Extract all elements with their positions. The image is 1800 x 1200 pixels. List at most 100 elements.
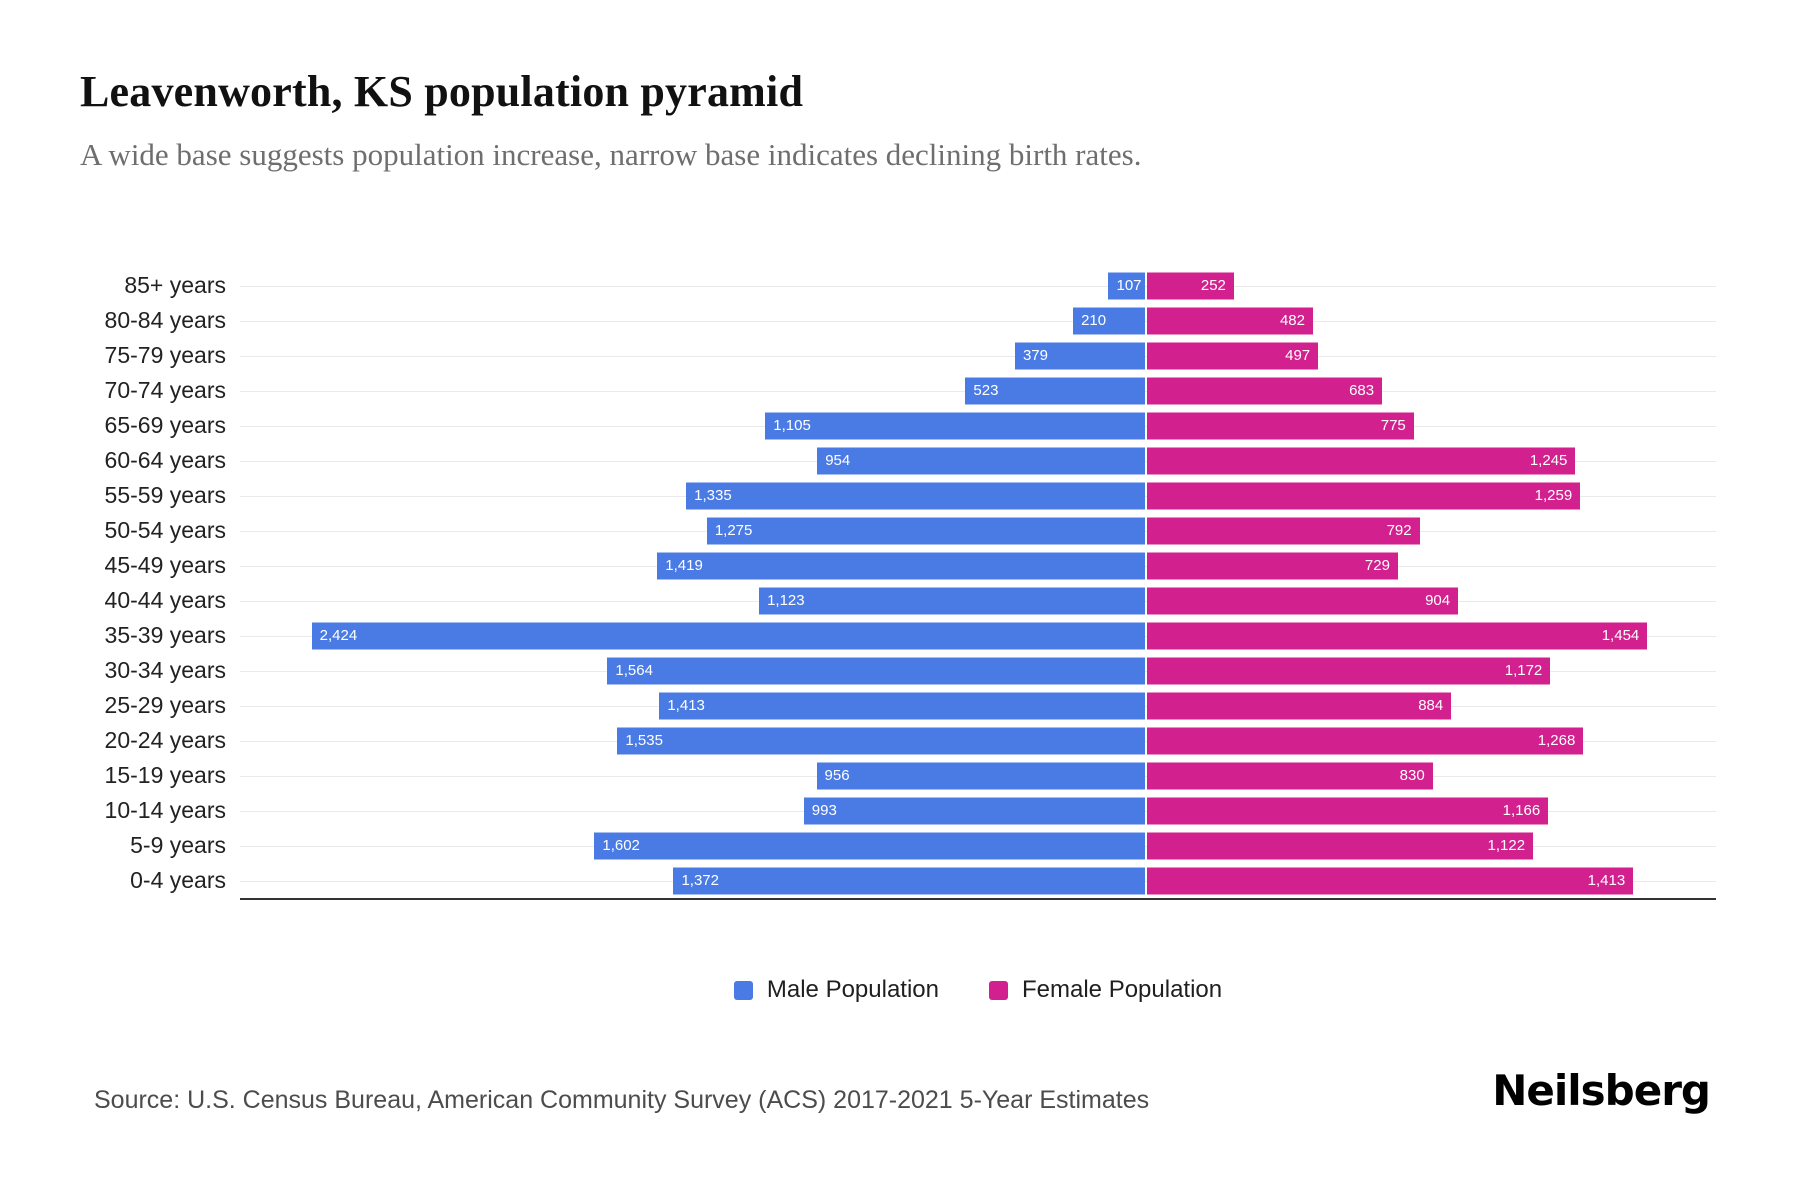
age-group-label: 35-39 years xyxy=(104,622,226,648)
female-bar-value: 1,122 xyxy=(1487,837,1526,854)
pyramid-row: 20-24 years 1,535 1,268 xyxy=(80,723,1716,758)
row-plot: 2,424 1,454 xyxy=(240,618,1716,653)
female-bar: 683 xyxy=(1147,377,1383,404)
age-group-label: 85+ years xyxy=(124,272,226,298)
male-bar-value: 1,602 xyxy=(602,837,640,854)
pyramid-row: 75-79 years 379 497 xyxy=(80,338,1716,373)
chart-page: Leavenworth, KS population pyramid A wid… xyxy=(0,0,1800,1115)
age-group-label: 65-69 years xyxy=(104,412,226,438)
row-plot: 210 482 xyxy=(240,303,1716,338)
pyramid-row: 25-29 years 1,413 884 xyxy=(80,688,1716,723)
female-bar-value: 482 xyxy=(1279,312,1305,329)
pyramid-row: 60-64 years 954 1,245 xyxy=(80,443,1716,478)
pyramid-row: 0-4 years 1,372 1,413 xyxy=(80,863,1716,898)
female-bar: 1,245 xyxy=(1147,447,1576,474)
row-plot: 1,123 904 xyxy=(240,583,1716,618)
female-bar: 830 xyxy=(1147,762,1433,789)
age-group-label: 0-4 years xyxy=(130,867,226,893)
male-bar-value: 523 xyxy=(973,382,999,399)
male-bar: 1,602 xyxy=(594,832,1146,859)
female-bar: 1,122 xyxy=(1147,832,1534,859)
male-bar-value: 1,564 xyxy=(615,662,653,679)
female-bar: 1,454 xyxy=(1147,622,1648,649)
female-bar: 1,413 xyxy=(1147,867,1634,894)
female-bar: 252 xyxy=(1147,272,1234,299)
male-bar-value: 1,535 xyxy=(625,732,663,749)
female-bar-value: 729 xyxy=(1364,557,1390,574)
female-bar-value: 1,245 xyxy=(1529,452,1568,469)
male-bar: 1,372 xyxy=(673,867,1146,894)
age-group-label: 50-54 years xyxy=(104,517,226,543)
chart-legend: Male Population Female Population xyxy=(240,976,1716,1004)
female-bar: 1,172 xyxy=(1147,657,1551,684)
x-axis-line xyxy=(240,898,1716,900)
female-bar-value: 775 xyxy=(1380,417,1406,434)
male-bar-value: 1,123 xyxy=(767,592,805,609)
female-bar-value: 1,268 xyxy=(1537,732,1576,749)
female-bar-value: 1,259 xyxy=(1534,487,1573,504)
female-bar: 1,259 xyxy=(1147,482,1581,509)
age-group-label: 75-79 years xyxy=(104,342,226,368)
legend-item-female: Female Population xyxy=(989,976,1222,1004)
row-plot: 954 1,245 xyxy=(240,443,1716,478)
female-bar-value: 1,413 xyxy=(1587,872,1626,889)
pyramid-row: 45-49 years 1,419 729 xyxy=(80,548,1716,583)
male-bar-value: 993 xyxy=(811,802,837,819)
pyramid-row: 40-44 years 1,123 904 xyxy=(80,583,1716,618)
chart-footer: Source: U.S. Census Bureau, American Com… xyxy=(94,1066,1711,1115)
chart-subtitle: A wide base suggests population increase… xyxy=(80,137,1142,172)
male-bar-value: 954 xyxy=(825,452,851,469)
age-group-label: 20-24 years xyxy=(104,727,226,753)
male-bar-value: 1,105 xyxy=(773,417,811,434)
pyramid-row: 35-39 years 2,424 1,454 xyxy=(80,618,1716,653)
female-bar-value: 1,172 xyxy=(1504,662,1543,679)
age-group-label: 30-34 years xyxy=(104,657,226,683)
female-bar: 792 xyxy=(1147,517,1420,544)
row-plot: 1,602 1,122 xyxy=(240,828,1716,863)
male-bar: 1,564 xyxy=(607,657,1146,684)
gridline xyxy=(240,285,1716,287)
male-bar: 523 xyxy=(965,377,1146,404)
male-bar: 379 xyxy=(1014,342,1146,369)
male-bar-value: 1,335 xyxy=(694,487,732,504)
female-bar-value: 904 xyxy=(1425,592,1451,609)
male-bar-value: 379 xyxy=(1022,347,1048,364)
male-legend-swatch xyxy=(733,980,753,1000)
chart-header: Leavenworth, KS population pyramid A wid… xyxy=(0,0,1800,173)
row-plot: 1,413 884 xyxy=(240,688,1716,723)
female-bar: 1,268 xyxy=(1147,727,1584,754)
pyramid-row: 65-69 years 1,105 775 xyxy=(80,408,1716,443)
male-bar: 1,419 xyxy=(657,552,1146,579)
row-plot: 1,419 729 xyxy=(240,548,1716,583)
female-bar: 1,166 xyxy=(1147,797,1549,824)
row-plot: 956 830 xyxy=(240,758,1716,793)
age-group-label: 80-84 years xyxy=(104,307,226,333)
female-bar-value: 497 xyxy=(1285,347,1311,364)
male-legend-label: Male Population xyxy=(766,976,939,1003)
male-bar-value: 107 xyxy=(1116,277,1142,294)
pyramid-row: 10-14 years 993 1,166 xyxy=(80,793,1716,828)
row-plot: 1,535 1,268 xyxy=(240,723,1716,758)
male-bar-value: 1,413 xyxy=(667,697,705,714)
male-bar: 956 xyxy=(816,762,1146,789)
age-group-label: 55-59 years xyxy=(104,482,226,508)
pyramid-row: 55-59 years 1,335 1,259 xyxy=(80,478,1716,513)
female-bar: 775 xyxy=(1147,412,1414,439)
male-bar: 954 xyxy=(817,447,1146,474)
male-bar: 210 xyxy=(1073,307,1146,334)
male-bar: 1,413 xyxy=(659,692,1146,719)
female-bar-value: 1,454 xyxy=(1601,627,1640,644)
age-group-label: 10-14 years xyxy=(104,797,226,823)
chart-title: Leavenworth, KS population pyramid xyxy=(80,67,804,116)
female-bar-value: 884 xyxy=(1418,697,1444,714)
female-legend-swatch xyxy=(989,980,1008,1000)
row-plot: 379 497 xyxy=(240,338,1716,373)
pyramid-row: 70-74 years 523 683 xyxy=(80,373,1716,408)
female-bar-value: 830 xyxy=(1399,767,1425,784)
male-bar-value: 1,275 xyxy=(714,522,753,539)
male-bar: 993 xyxy=(803,797,1146,824)
population-pyramid-chart: 85+ years 107 252 80-84 years 210 482 75-79 ye… xyxy=(80,268,1716,900)
female-bar-value: 792 xyxy=(1386,522,1412,539)
female-bar: 482 xyxy=(1147,307,1313,334)
age-group-label: 60-64 years xyxy=(104,447,226,473)
